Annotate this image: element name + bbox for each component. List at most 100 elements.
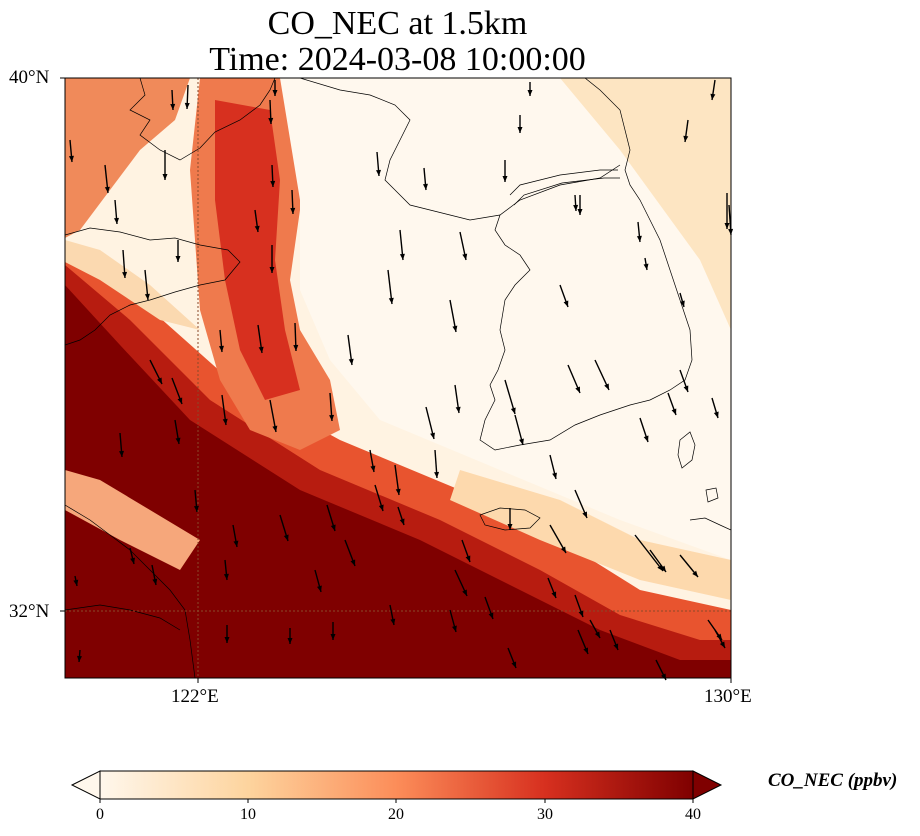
wind-arrow xyxy=(549,524,567,554)
gridlines xyxy=(65,78,731,678)
wind-arrow xyxy=(268,99,274,125)
wind-arrow xyxy=(425,406,435,440)
wind-arrow xyxy=(184,84,190,110)
wind-arrow xyxy=(290,189,296,215)
wind-arrow xyxy=(314,569,322,593)
wind-arrow xyxy=(434,449,440,479)
wind-arrow xyxy=(293,322,299,352)
wind-arrow xyxy=(567,364,581,394)
wind-arrow xyxy=(683,119,689,143)
wind-arrow xyxy=(279,514,289,542)
wind-arrow xyxy=(149,359,163,385)
wind-arrow xyxy=(454,384,461,414)
wind-arrow xyxy=(144,269,150,301)
colorbar-label: CO_NEC (ppbv) xyxy=(768,770,898,791)
wind-arrow xyxy=(151,564,158,586)
wind-arrow xyxy=(68,139,74,163)
colorbar-tick-40: 40 xyxy=(685,806,701,823)
wind-arrow xyxy=(223,559,229,581)
wind-arrow xyxy=(287,628,293,644)
wind-arrow xyxy=(330,622,336,640)
wind-arrow xyxy=(449,299,458,333)
wind-arrow xyxy=(507,508,513,530)
wind-arrow xyxy=(549,454,557,480)
wind-arrow xyxy=(77,649,82,663)
colorbar-tick-30: 30 xyxy=(537,806,553,823)
wind-arrow xyxy=(454,569,468,597)
wind-arrow xyxy=(461,539,471,563)
wind-arrow xyxy=(232,524,239,548)
wind-arrow xyxy=(376,151,381,177)
wind-arrow xyxy=(639,417,649,443)
map-title: CO_NEC at 1.5km xyxy=(267,5,528,42)
wind-arrow xyxy=(175,240,181,262)
colorbar-tick-10: 10 xyxy=(240,806,256,823)
wind-arrow xyxy=(171,377,183,405)
wind-arrow xyxy=(679,369,689,393)
wind-arrow xyxy=(577,195,583,215)
wind-arrow xyxy=(122,249,128,279)
lon-tick-122e: 122°E xyxy=(171,686,219,707)
wind-arrow xyxy=(218,329,224,353)
wind-arrow xyxy=(269,245,275,273)
wind-arrow xyxy=(394,464,401,496)
wind-arrow xyxy=(257,324,264,354)
wind-arrow xyxy=(174,419,181,445)
lat-tick-40n: 40°N xyxy=(9,67,50,88)
wind-arrow xyxy=(397,506,405,526)
wind-arrow xyxy=(502,160,508,182)
wind-arrow xyxy=(527,82,533,96)
wind-arrow xyxy=(129,547,135,565)
wind-arrow xyxy=(119,432,124,458)
wind-arrow xyxy=(369,449,376,473)
wind-arrow xyxy=(711,397,719,419)
colorbar xyxy=(70,770,723,803)
wind-arrow xyxy=(104,164,110,194)
axis-ticks xyxy=(60,77,732,683)
wind-arrow xyxy=(389,604,396,626)
wind-arrow xyxy=(484,596,494,620)
wind-arrow xyxy=(609,629,619,651)
wind-arrow xyxy=(73,575,79,587)
wind-arrow xyxy=(459,231,468,261)
lat-tick-32n: 32°N xyxy=(9,601,50,622)
wind-arrow xyxy=(574,489,588,519)
wind-arrow xyxy=(679,554,699,578)
map-subtitle-time: Time: 2024-03-08 10:00:00 xyxy=(209,41,586,78)
wind-arrow xyxy=(547,577,557,599)
wind-arrow xyxy=(344,539,356,567)
wind-arrow xyxy=(573,194,579,212)
lon-tick-130e: 130°E xyxy=(704,686,752,707)
wind-arrow xyxy=(643,257,649,271)
wind-arrow xyxy=(374,484,384,512)
colorbar-extend-max xyxy=(692,770,723,800)
colorbar-tick-0: 0 xyxy=(96,806,104,823)
wind-arrow xyxy=(326,504,336,532)
wind-arrow xyxy=(559,284,569,308)
wind-arrow xyxy=(710,79,716,101)
wind-arrow xyxy=(504,379,516,415)
wind-arrow xyxy=(114,199,119,225)
wind-arrow xyxy=(399,229,405,261)
wind-arrow xyxy=(724,193,730,229)
wind-arrow xyxy=(679,292,685,308)
wind-arrow xyxy=(347,334,354,366)
wind-vectors xyxy=(68,79,734,681)
wind-arrow xyxy=(224,625,230,643)
wind-arrow xyxy=(387,269,394,305)
wind-arrow xyxy=(254,209,260,233)
wind-arrow xyxy=(577,629,589,655)
wind-arrow xyxy=(574,594,584,618)
wind-arrow xyxy=(514,414,524,446)
wind-arrow xyxy=(422,167,428,191)
wind-arrow xyxy=(269,399,278,433)
wind-arrow xyxy=(170,89,176,111)
wind-arrow xyxy=(594,359,610,391)
wind-arrow xyxy=(714,629,726,649)
map-frame xyxy=(64,77,732,679)
wind-arrow xyxy=(270,164,276,188)
coastlines xyxy=(65,78,731,678)
concentration-field xyxy=(65,78,731,678)
wind-arrow xyxy=(449,609,457,633)
